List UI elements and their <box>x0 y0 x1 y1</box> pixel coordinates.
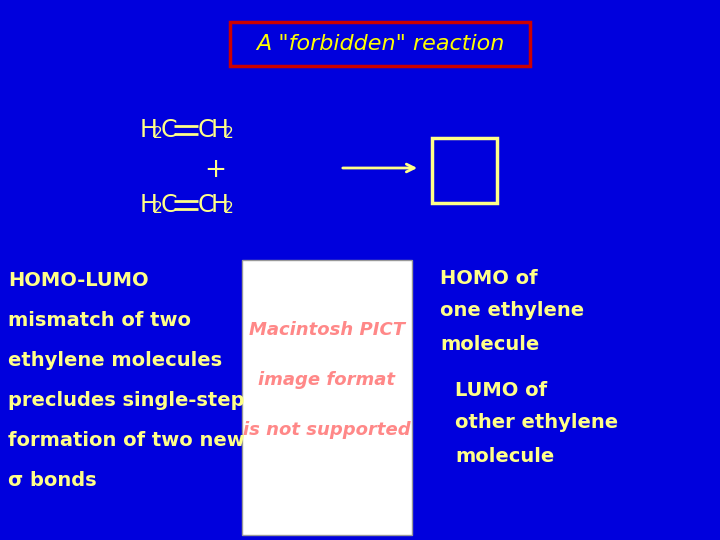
Bar <box>432 138 497 203</box>
Text: molecule: molecule <box>455 447 554 465</box>
Text: HOMO of: HOMO of <box>440 268 538 287</box>
Text: H: H <box>140 118 158 142</box>
Text: H: H <box>140 193 158 217</box>
Text: mismatch of two: mismatch of two <box>8 310 191 329</box>
Text: 2: 2 <box>224 201 234 216</box>
Text: H: H <box>211 193 229 217</box>
Bar <box>242 260 412 535</box>
Text: 2: 2 <box>153 126 163 141</box>
Text: one ethylene: one ethylene <box>440 301 584 321</box>
Text: 2: 2 <box>153 201 163 216</box>
Text: Macintosh PICT: Macintosh PICT <box>249 321 405 339</box>
Text: C: C <box>198 118 215 142</box>
Text: +: + <box>204 157 226 183</box>
Text: C: C <box>198 193 215 217</box>
Bar <box>230 22 530 66</box>
Text: A "forbidden" reaction: A "forbidden" reaction <box>256 34 504 54</box>
Text: image format: image format <box>258 371 395 389</box>
Text: σ bonds: σ bonds <box>8 470 96 489</box>
Text: LUMO of: LUMO of <box>455 381 547 400</box>
Text: H: H <box>211 118 229 142</box>
Text: molecule: molecule <box>440 334 539 354</box>
Text: is not supported: is not supported <box>243 421 411 439</box>
Text: HOMO-LUMO: HOMO-LUMO <box>8 271 148 289</box>
Text: C: C <box>161 193 178 217</box>
Text: C: C <box>161 118 178 142</box>
Text: 2: 2 <box>224 126 234 141</box>
Text: formation of two new: formation of two new <box>8 430 245 449</box>
Text: precludes single-step: precludes single-step <box>8 390 245 409</box>
Text: ethylene molecules: ethylene molecules <box>8 350 222 369</box>
Text: other ethylene: other ethylene <box>455 414 618 433</box>
